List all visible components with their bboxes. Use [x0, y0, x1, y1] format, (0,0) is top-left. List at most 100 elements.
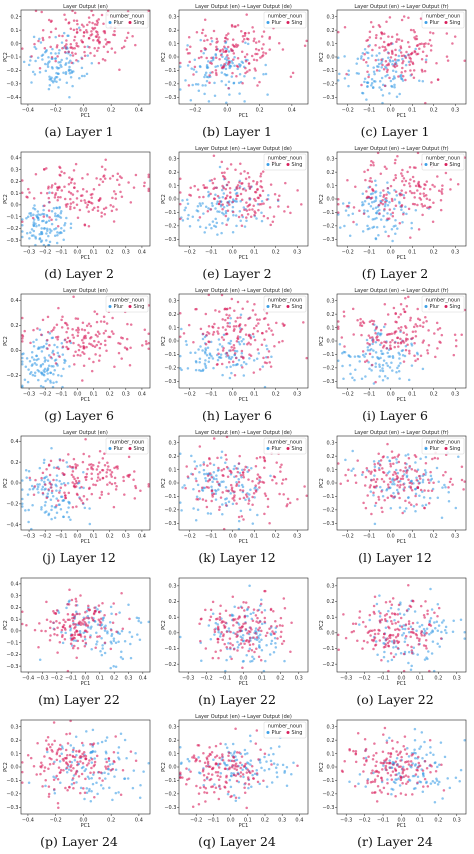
y-tick-label: −0.1 — [6, 55, 18, 61]
data-point — [418, 79, 421, 83]
data-point — [185, 767, 188, 770]
data-point — [30, 484, 34, 488]
data-point — [234, 632, 237, 636]
data-point — [179, 65, 182, 69]
y-tick-label: −0.1 — [164, 494, 176, 500]
data-point — [403, 310, 407, 314]
data-point — [236, 44, 240, 47]
data-point — [241, 773, 245, 776]
data-point — [408, 501, 411, 504]
data-point — [215, 48, 218, 51]
data-point — [418, 637, 421, 641]
data-point — [266, 93, 269, 96]
data-point — [87, 604, 90, 608]
data-point — [246, 212, 250, 216]
data-point — [363, 360, 367, 363]
data-point — [392, 178, 396, 182]
data-point — [352, 333, 355, 336]
data-point — [85, 730, 88, 733]
data-point — [280, 482, 284, 485]
data-point — [418, 318, 422, 322]
data-point — [393, 85, 396, 89]
plot-frame — [20, 293, 151, 389]
subfigure-caption: (j) Layer 12 — [42, 550, 116, 565]
data-point — [52, 353, 56, 356]
data-point — [200, 617, 203, 621]
data-point — [120, 195, 124, 199]
data-point — [29, 756, 33, 760]
data-point — [237, 324, 241, 328]
data-point — [377, 62, 381, 66]
data-point — [218, 756, 221, 760]
data-point — [28, 478, 32, 482]
data-point — [41, 345, 45, 349]
data-point — [359, 321, 362, 325]
data-point — [372, 610, 376, 614]
data-point — [401, 174, 404, 178]
data-point — [378, 69, 381, 72]
data-point — [256, 188, 259, 192]
data-point — [343, 55, 346, 58]
data-point — [236, 337, 240, 341]
data-point — [404, 205, 407, 209]
data-point — [252, 327, 256, 330]
data-point — [62, 618, 65, 622]
data-point — [409, 318, 412, 322]
data-point — [399, 329, 402, 332]
data-point — [205, 485, 209, 489]
data-point — [254, 632, 257, 635]
data-point — [232, 325, 236, 328]
data-point — [241, 489, 245, 492]
data-point — [234, 774, 238, 777]
data-point — [81, 187, 85, 191]
data-point — [33, 208, 37, 211]
data-point — [60, 227, 63, 230]
data-point — [402, 212, 405, 216]
y-tick-label: −0.2 — [6, 792, 18, 798]
data-point — [46, 736, 50, 739]
data-point — [399, 477, 403, 481]
data-point — [88, 342, 91, 345]
data-point — [103, 629, 107, 632]
data-point — [371, 48, 374, 52]
data-point — [77, 480, 81, 483]
data-point — [104, 38, 107, 41]
data-point — [365, 466, 369, 470]
data-point — [367, 56, 370, 60]
data-point — [62, 473, 66, 476]
data-point — [236, 300, 240, 304]
data-point — [347, 214, 350, 217]
data-point — [92, 188, 96, 191]
data-point — [60, 745, 64, 748]
data-point — [241, 471, 245, 474]
data-point — [388, 355, 392, 358]
x-tick-label: 0.4 — [135, 108, 143, 114]
data-point — [55, 497, 58, 500]
data-point — [82, 755, 86, 758]
data-point — [231, 231, 235, 234]
data-point — [111, 621, 115, 625]
x-tick-label: −0.1 — [65, 676, 77, 682]
data-point — [371, 355, 374, 359]
data-point — [365, 98, 368, 101]
chart-title: Layer Output (en) — [63, 288, 108, 294]
data-point — [209, 608, 213, 611]
data-point — [103, 613, 106, 617]
scatter-plot: Layer Output (en)−0.3 −0.2 −0.1 0.0 0.1 0.2 0.… — [3, 430, 151, 545]
data-point — [136, 633, 139, 636]
data-point — [402, 54, 406, 57]
legend-entry: Plur — [114, 446, 125, 452]
data-point — [228, 306, 232, 310]
data-point — [103, 213, 107, 216]
y-tick-label: 0.0 — [11, 41, 19, 47]
data-point — [368, 613, 372, 617]
data-point — [25, 623, 28, 627]
data-point — [406, 337, 409, 341]
data-point — [418, 477, 422, 480]
data-point — [405, 609, 409, 612]
data-point — [96, 465, 100, 468]
data-point — [37, 223, 41, 227]
data-point — [47, 185, 50, 188]
data-point — [241, 34, 245, 38]
